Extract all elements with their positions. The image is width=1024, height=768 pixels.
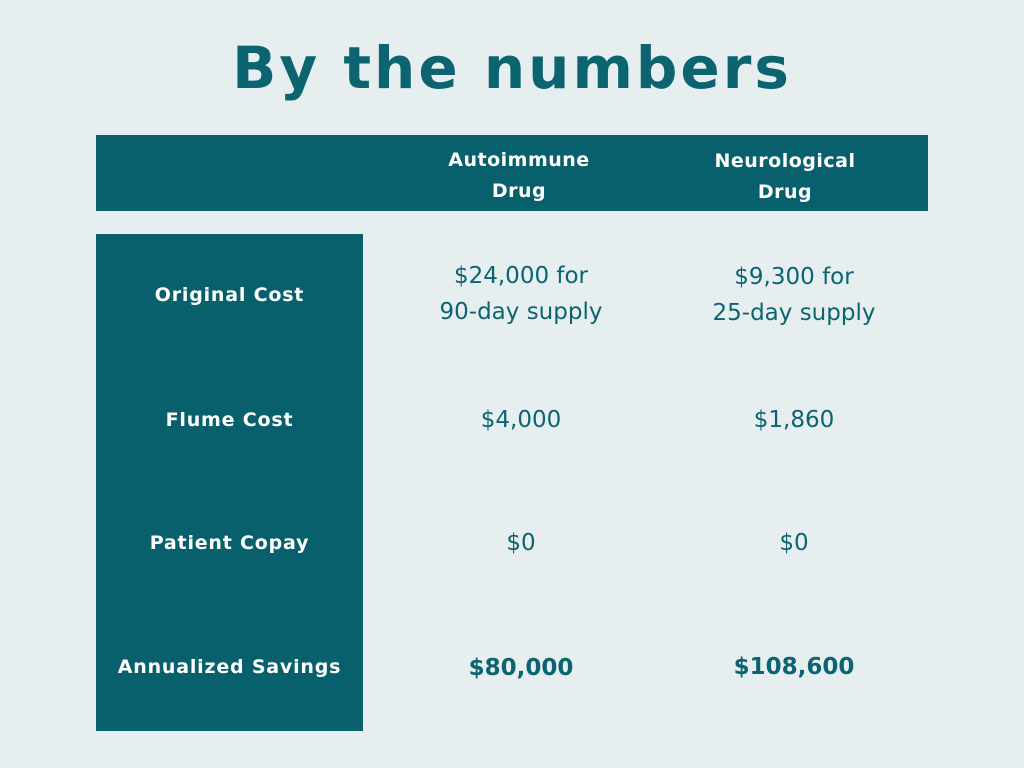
- row-label-panel: Original Cost Flume Cost Patient Copay A…: [96, 234, 363, 731]
- cell-flume-cost-autoimmune: $4,000: [480, 407, 562, 433]
- column-header-bar: Autoimmune Drug Neurological Drug: [96, 135, 928, 211]
- cell-patient-copay-autoimmune: $0: [506, 530, 536, 556]
- cell-patient-copay-neurological: $0: [779, 530, 809, 556]
- row-label-flume-cost: Flume Cost: [165, 409, 294, 431]
- row-label-annualized-savings: Annualized Savings: [117, 656, 342, 678]
- cell-original-cost-autoimmune: $24,000 for 90-day supply: [439, 263, 603, 325]
- cell-annualized-savings-autoimmune: $80,000: [468, 655, 574, 681]
- column-header-neurological: Neurological Drug: [714, 150, 856, 203]
- cell-original-cost-neurological: $9,300 for 25-day supply: [712, 264, 876, 326]
- row-label-patient-copay: Patient Copay: [149, 532, 310, 554]
- cell-flume-cost-neurological: $1,860: [753, 407, 835, 433]
- page-title: By the numbers: [232, 34, 792, 102]
- row-label-original-cost: Original Cost: [154, 284, 305, 306]
- column-header-autoimmune: Autoimmune Drug: [448, 149, 590, 202]
- cell-annualized-savings-neurological: $108,600: [733, 654, 855, 680]
